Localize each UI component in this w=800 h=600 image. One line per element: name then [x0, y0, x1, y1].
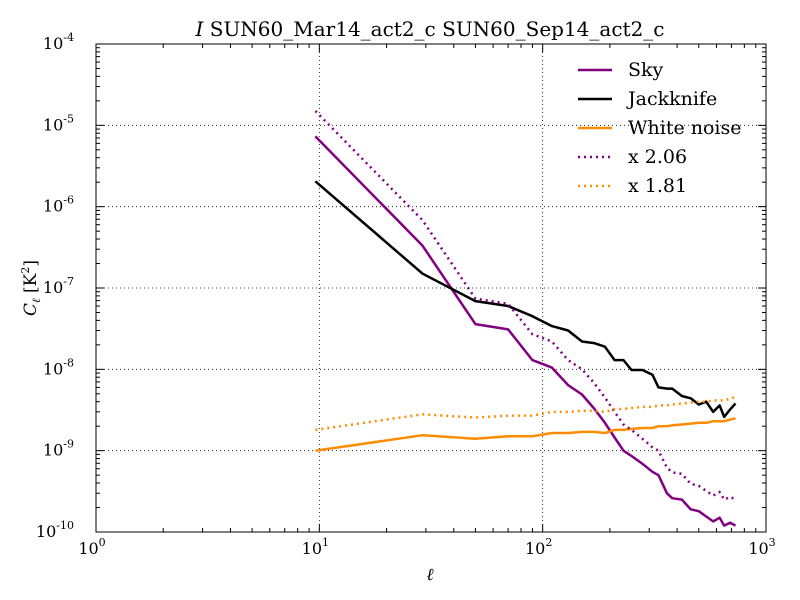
chart-title-italic: I	[194, 17, 204, 41]
series-line-x-2-06	[314, 110, 737, 501]
y-axis-label-unit-exp: 2	[19, 267, 32, 274]
y-axis-label: Cℓ [K2]	[19, 260, 43, 316]
y-axis-label-sub: ℓ	[30, 298, 43, 303]
legend-label: White noise	[628, 117, 742, 139]
series-line-sky	[314, 135, 737, 527]
chart-title: I SUN60_Mar14_act2_c SUN60_Sep14_act2_c	[194, 17, 664, 41]
y-tick-label: 10-6	[43, 194, 74, 216]
grid-lines	[96, 44, 766, 532]
y-tick-label: 10-5	[43, 112, 74, 134]
series-layer	[314, 110, 737, 527]
legend-label: Jackknife	[626, 88, 717, 110]
y-tick-label: 10-9	[43, 438, 74, 460]
chart-title-rest: SUN60_Mar14_act2_c SUN60_Sep14_act2_c	[210, 17, 665, 41]
x-axis-label: ℓ	[426, 565, 433, 585]
legend-label: Sky	[628, 59, 664, 81]
series-line-white-noise	[315, 417, 736, 452]
y-tick-labels: 10-10 10-9 10-8 10-7 10-6 10-5 10-4	[36, 31, 74, 541]
x-tick-labels: 100 101 102 103	[78, 536, 775, 558]
plot-area	[96, 44, 766, 532]
series-line-jackknife	[314, 180, 737, 419]
y-tick-label: 10-4	[43, 31, 74, 53]
y-tick-label: 10-10	[36, 519, 74, 541]
plot-background	[96, 44, 766, 532]
x-tick-label: 103	[748, 536, 775, 558]
legend-label: x 1.81	[628, 175, 687, 197]
plot-border	[95, 43, 767, 533]
y-tick-label: 10-8	[43, 356, 74, 378]
x-tick-label: 102	[525, 536, 552, 558]
y-axis-label-unit-end: ]	[21, 260, 41, 267]
legend-label: x 2.06	[628, 146, 687, 168]
y-axis-label-unit: [K	[21, 273, 41, 293]
y-tick-label: 10-7	[43, 275, 74, 297]
plot-frame	[95, 43, 767, 533]
x-tick-label: 100	[78, 536, 105, 558]
x-tick-label: 101	[302, 536, 329, 558]
legend: Sky Jackknife White noise x 2.06 x 1.81	[578, 59, 742, 197]
y-axis-label-main: C	[21, 303, 41, 316]
